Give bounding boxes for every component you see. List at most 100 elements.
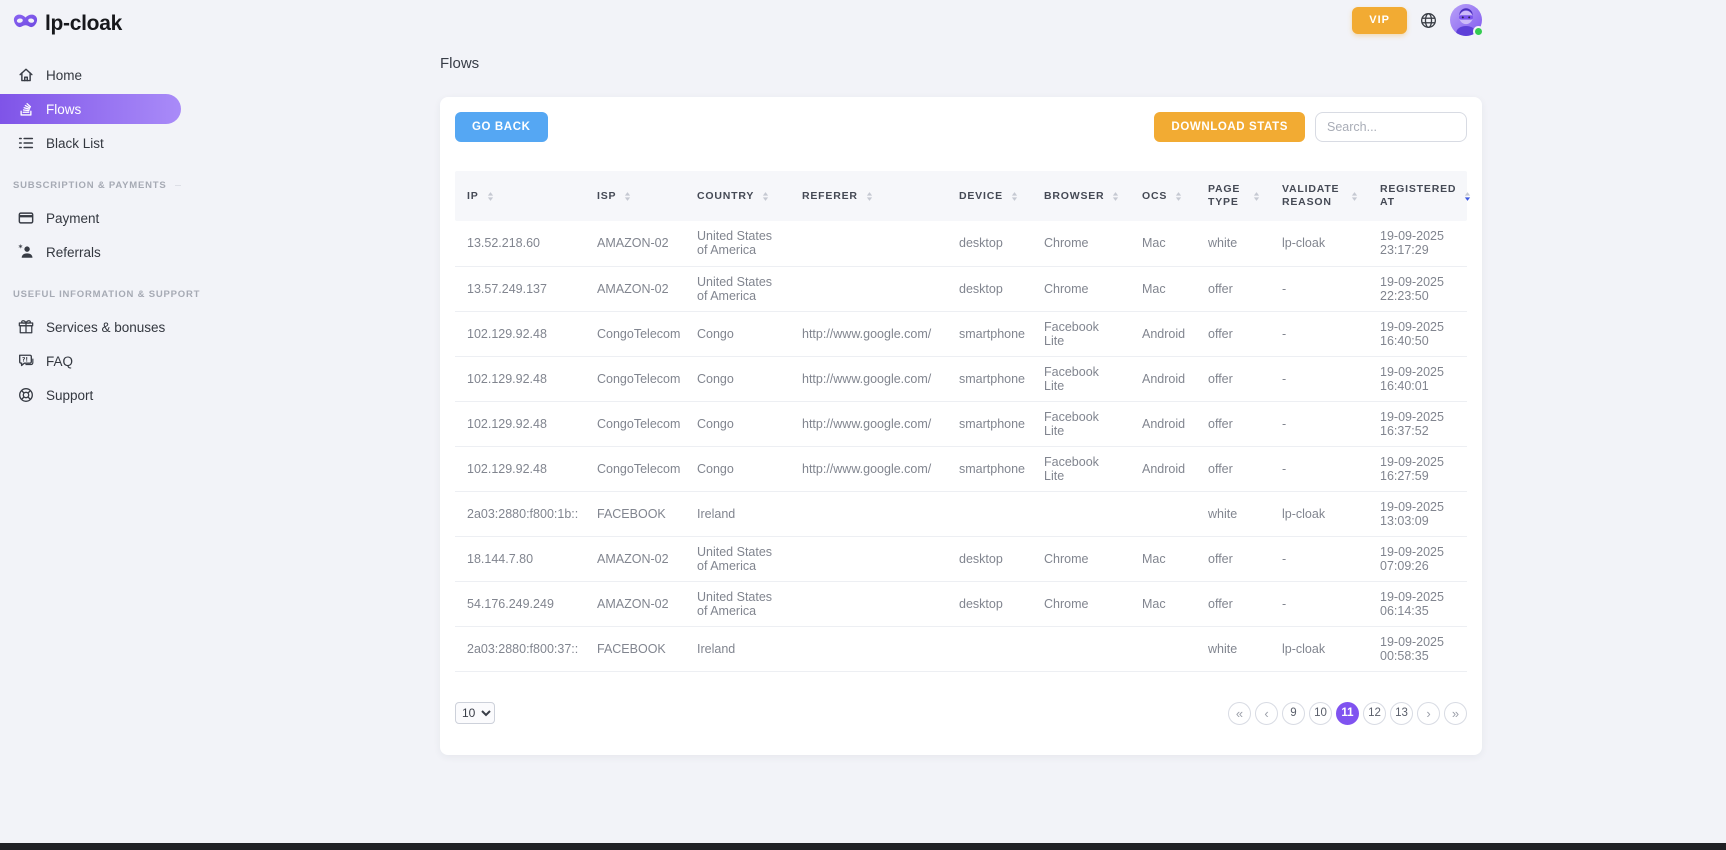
sort-icon (487, 191, 494, 202)
table-row: 102.129.92.48 CongoTelecom Congo http://www… (455, 446, 1467, 492)
page-first-button[interactable]: « (1228, 701, 1251, 725)
brand-logo[interactable]: lp-cloak (0, 10, 200, 38)
sort-icon (1175, 191, 1182, 202)
table-cell-referer: http://www.google.com/ (790, 356, 947, 402)
page-button-11[interactable]: 11 (1336, 701, 1359, 725)
go-back-button[interactable]: GO BACK (455, 112, 548, 142)
table-cell-registered-at: 19-09-2025 16:40:01 (1368, 356, 1467, 402)
table-cell-page-type: offer (1196, 446, 1270, 492)
table-cell-device: desktop (947, 536, 1032, 582)
table-cell-referer (790, 626, 947, 672)
page-button-9[interactable]: 9 (1282, 701, 1305, 725)
sidebar-item-label: Black List (46, 135, 104, 151)
table-cell-ocs (1130, 491, 1196, 537)
sidebar-item-services-bonuses[interactable]: Services & bonuses (0, 312, 181, 342)
page-last-button[interactable]: » (1444, 701, 1467, 725)
column-header-country[interactable]: COUNTRY (685, 171, 790, 221)
page-button-10[interactable]: 10 (1309, 701, 1332, 725)
globe-icon[interactable] (1419, 11, 1438, 30)
referrals-icon: * (16, 243, 35, 262)
svg-text:*: * (18, 244, 22, 253)
column-header-validate-reason[interactable]: VALIDATE REASON (1270, 171, 1368, 221)
table-row: 2a03:2880:f800:37:: FACEBOOK Ireland white l… (455, 626, 1467, 672)
download-stats-button[interactable]: DOWNLOAD STATS (1154, 112, 1305, 142)
table-cell-referer: http://www.google.com/ (790, 446, 947, 492)
table-cell-ip: 13.52.218.60 (455, 221, 585, 267)
table-cell-browser: Facebook Lite (1032, 446, 1130, 492)
main-content: Flows GO BACK DOWNLOAD STATS IP ISP (440, 0, 1482, 755)
brand-name: lp-cloak (45, 12, 122, 35)
page-next-button[interactable]: › (1417, 701, 1440, 725)
sidebar-section-subscription: SUBSCRIPTION & PAYMENTS (13, 180, 181, 191)
table-cell-page-type: offer (1196, 401, 1270, 447)
search-input[interactable] (1315, 112, 1467, 142)
table-cell-page-type: white (1196, 491, 1270, 537)
column-header-referer[interactable]: REFERER (790, 171, 947, 221)
sidebar-item-flows[interactable]: Flows (0, 94, 181, 124)
table-cell-ip: 2a03:2880:f800:37:: (455, 626, 585, 672)
column-header-page-type[interactable]: PAGE TYPE (1196, 171, 1270, 221)
sidebar-item-payment[interactable]: Payment (0, 203, 181, 233)
table-cell-page-type: white (1196, 626, 1270, 672)
table-cell-page-type: white (1196, 221, 1270, 267)
table-cell-ip: 102.129.92.48 (455, 446, 585, 492)
sidebar-item-label: Flows (46, 101, 82, 117)
column-header-browser[interactable]: BROWSER (1032, 171, 1130, 221)
page-button-13[interactable]: 13 (1390, 701, 1413, 725)
sidebar-item-black-list[interactable]: Black List (0, 128, 181, 158)
table-cell-ocs: Android (1130, 311, 1196, 357)
table-cell-validate-reason: - (1270, 266, 1368, 312)
avatar[interactable] (1450, 4, 1484, 37)
online-status-dot (1473, 26, 1484, 37)
sidebar-item-label: Home (46, 67, 83, 83)
table-cell-browser: Chrome (1032, 221, 1130, 267)
home-icon (16, 66, 35, 85)
column-header-isp[interactable]: ISP (585, 171, 685, 221)
table-cell-browser: Chrome (1032, 581, 1130, 627)
table-cell-validate-reason: - (1270, 581, 1368, 627)
column-header-ocs[interactable]: OCS (1130, 171, 1196, 221)
table-cell-ip: 18.144.7.80 (455, 536, 585, 582)
sidebar-item-support[interactable]: Support (0, 380, 181, 410)
table-cell-browser (1032, 626, 1130, 672)
sidebar-item-referrals[interactable]: * Referrals (0, 237, 181, 267)
sidebar-item-home[interactable]: Home (0, 60, 181, 90)
sort-icon-active (1464, 191, 1471, 202)
table-cell-isp: AMAZON-02 (585, 581, 685, 627)
table-cell-isp: AMAZON-02 (585, 266, 685, 312)
column-header-ip[interactable]: IP (455, 171, 585, 221)
table-cell-country: United States of America (685, 221, 790, 267)
table-cell-isp: AMAZON-02 (585, 536, 685, 582)
table-cell-page-type: offer (1196, 356, 1270, 402)
lifebuoy-icon (16, 386, 35, 405)
sidebar-section-support: USEFUL INFORMATION & SUPPORT (13, 289, 201, 300)
table-header-row: IP ISP COUNTRY REFERER DEVICE BROWSER OC… (455, 171, 1471, 221)
table-cell-referer: http://www.google.com/ (790, 401, 947, 447)
page-size-select[interactable]: 10 (455, 702, 495, 724)
table-cell-browser: Chrome (1032, 536, 1130, 582)
card-toolbar: GO BACK DOWNLOAD STATS (455, 112, 1467, 142)
table-cell-referer (790, 581, 947, 627)
table-cell-validate-reason: - (1270, 356, 1368, 402)
table-cell-validate-reason: - (1270, 311, 1368, 357)
table-cell-ip: 2a03:2880:f800:1b:: (455, 491, 585, 537)
sidebar-item-faq[interactable]: ?! FAQ (0, 346, 181, 376)
table-row: 18.144.7.80 AMAZON-02 United States of Ame… (455, 536, 1467, 582)
sort-icon (1351, 191, 1358, 202)
vip-button[interactable]: VIP (1352, 6, 1407, 34)
faq-icon: ?! (16, 352, 35, 371)
column-header-registered-at[interactable]: REGISTERED AT (1368, 171, 1471, 221)
table-cell-ocs: Mac (1130, 581, 1196, 627)
column-header-device[interactable]: DEVICE (947, 171, 1032, 221)
table-cell-device: smartphone (947, 401, 1032, 447)
table-cell-country: Congo (685, 401, 790, 447)
table-cell-page-type: offer (1196, 311, 1270, 357)
flows-icon (16, 100, 35, 119)
page-prev-button[interactable]: ‹ (1255, 701, 1278, 725)
table-cell-registered-at: 19-09-2025 00:58:35 (1368, 626, 1467, 672)
table-cell-isp: FACEBOOK (585, 626, 685, 672)
gift-icon (16, 318, 35, 337)
table-cell-validate-reason: - (1270, 401, 1368, 447)
page-button-12[interactable]: 12 (1363, 701, 1386, 725)
